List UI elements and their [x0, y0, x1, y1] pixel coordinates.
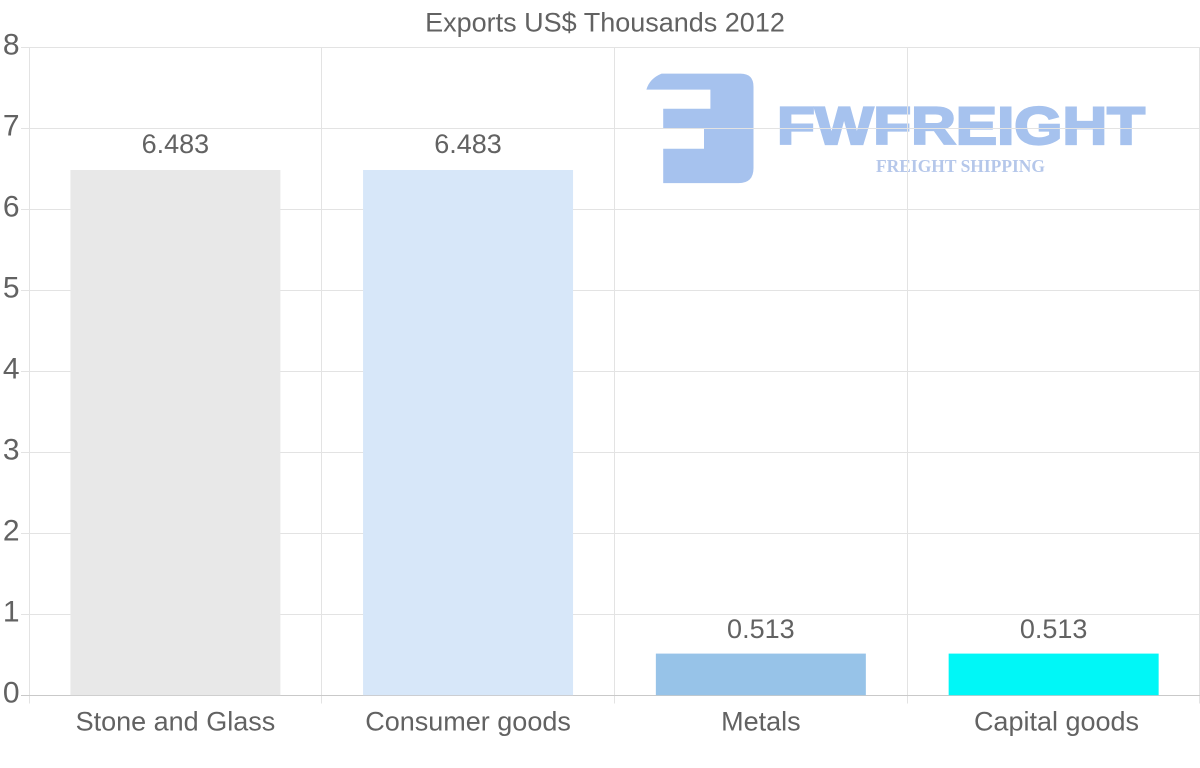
svg-text:Exports US$ Thousands 2012: Exports US$ Thousands 2012	[425, 8, 785, 38]
svg-text:6.483: 6.483	[142, 129, 210, 159]
svg-text:5: 5	[3, 271, 20, 304]
svg-text:3: 3	[3, 433, 20, 466]
svg-text:0: 0	[3, 676, 20, 709]
svg-text:FWFREIGHT: FWFREIGHT	[777, 97, 1145, 156]
svg-text:0.513: 0.513	[1020, 614, 1088, 644]
svg-text:Stone and Glass: Stone and Glass	[76, 706, 276, 736]
svg-text:1: 1	[3, 595, 20, 628]
svg-text:6: 6	[3, 190, 20, 223]
svg-text:6.483: 6.483	[434, 129, 502, 159]
svg-text:4: 4	[3, 352, 20, 385]
svg-text:Capital goods: Capital goods	[974, 706, 1139, 736]
svg-text:7: 7	[3, 109, 20, 142]
svg-text:8: 8	[3, 28, 20, 61]
svg-text:Metals: Metals	[721, 706, 801, 736]
svg-text:0.513: 0.513	[727, 614, 795, 644]
svg-text:2: 2	[3, 514, 20, 547]
svg-text:Consumer goods: Consumer goods	[365, 706, 571, 736]
svg-text:FREIGHT SHIPPING: FREIGHT SHIPPING	[876, 156, 1045, 176]
